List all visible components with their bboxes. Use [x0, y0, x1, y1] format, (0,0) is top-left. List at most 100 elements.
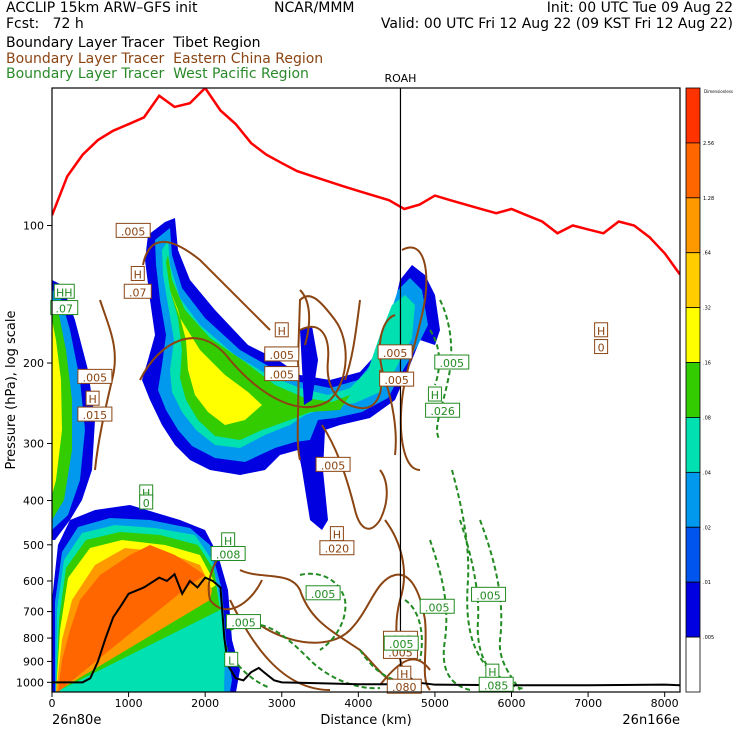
contour-label-box-14 — [379, 371, 415, 387]
colorbar-swatch-6 — [685, 417, 701, 473]
x-tick-label-7: 7000 — [574, 697, 602, 710]
colorbar-title: Dimensionless — [704, 89, 733, 94]
contour-label-29: .005 — [311, 588, 336, 601]
contour-label-box-15 — [377, 344, 413, 360]
contour-label-23: H — [431, 389, 439, 402]
contour-label-30: .005 — [425, 601, 450, 614]
contour-label-3: HH — [56, 286, 73, 299]
green-contour-3 — [451, 469, 526, 690]
brown-contour-3 — [142, 240, 271, 331]
brown-contour-11 — [259, 573, 431, 691]
x-tick-label-6: 6000 — [498, 697, 526, 710]
colorbar-swatch-3 — [685, 252, 701, 309]
contour-label-box-13 — [319, 540, 355, 556]
contour-label-box-19 — [386, 678, 422, 694]
y-tick-label-4: 500 — [23, 539, 44, 552]
x-tick-label-3: 3000 — [268, 697, 296, 710]
contour-label-9: .005 — [270, 349, 295, 362]
y-tick-label-0: 100 — [23, 220, 44, 233]
contour-label-box-9 — [264, 346, 300, 362]
contour-label-6: H — [88, 393, 96, 406]
contour-label-box-28 — [210, 545, 246, 561]
contour-label-box-6 — [85, 390, 100, 406]
contour-label-box-29 — [305, 585, 341, 601]
plot-frame — [51, 87, 681, 693]
colorbar-level-9: .005 — [703, 635, 714, 641]
y-tick-label-5: 600 — [23, 575, 44, 588]
brown-contour-12 — [384, 519, 411, 691]
tracer-fill-west-yellow — [52, 320, 62, 495]
contour-label-36: .085 — [484, 679, 509, 692]
contour-label-box-2 — [123, 283, 152, 299]
contour-label-box-8 — [274, 322, 289, 338]
contour-label-15: .005 — [383, 347, 408, 360]
colorbar-level-8: .01 — [703, 580, 711, 586]
contour-label-34: L — [228, 654, 235, 667]
contour-label-box-34 — [224, 651, 239, 667]
green-contour-1 — [436, 299, 453, 441]
legend-west-pacific: Boundary Layer Tracer West Pacific Regio… — [6, 66, 309, 82]
colorbar-swatch-2 — [685, 197, 701, 254]
contour-label-box-21 — [594, 339, 609, 355]
green-contour-7 — [229, 623, 381, 690]
contour-label-box-1 — [130, 265, 145, 281]
contour-label-box-22 — [434, 354, 470, 370]
green-contour-9 — [224, 644, 271, 689]
contour-label-21: 0 — [598, 342, 605, 355]
contour-label-box-31 — [471, 586, 507, 602]
colorbar-level-4: .16 — [703, 361, 711, 367]
center-label: NCAR/MMM — [274, 0, 355, 16]
contour-label-box-24 — [425, 402, 461, 418]
brown-contour-15 — [344, 299, 361, 381]
contour-label-8: H — [278, 325, 286, 338]
contour-label-box-32 — [225, 614, 261, 630]
colorbar-swatch-9 — [685, 581, 701, 638]
x-axis-label: Distance (km) — [320, 713, 411, 728]
contour-label-box-11 — [315, 456, 351, 472]
contour-label-0: .005 — [121, 225, 146, 238]
contour-label-35: H — [488, 666, 496, 679]
model-title: ACCLIP 15km ARW–GFS init — [6, 0, 198, 16]
colorbar: Dimensionless 2.56 1.28 .64 .32 .16 .08 .04 .02… — [685, 87, 733, 693]
x-tick-label-2: 2000 — [191, 697, 219, 710]
brown-contour-2 — [94, 299, 116, 471]
contour-label-box-26 — [139, 494, 154, 510]
brown-contour-13 — [379, 658, 431, 686]
green-contour-6 — [404, 599, 423, 661]
contour-label-32: .005 — [231, 617, 256, 630]
contour-label-28: .008 — [216, 548, 241, 561]
contour-label-33: .005 — [389, 638, 414, 651]
tracer-fill-column-blue — [300, 326, 318, 405]
brown-contour-9 — [229, 599, 331, 691]
colorbar-level-5: .08 — [703, 415, 711, 421]
colorbar-swatch-5 — [685, 362, 701, 418]
legend-tibet: Boundary Layer Tracer Tibet Region — [6, 35, 261, 51]
y-tick-label-9: 1000 — [16, 676, 44, 689]
contour-label-box-23 — [427, 386, 442, 402]
contour-label-box-36 — [478, 676, 514, 692]
contour-label-box-0 — [115, 222, 151, 238]
tropopause-line — [52, 88, 680, 276]
contour-label-14: .005 — [384, 374, 409, 387]
contour-label-1: H — [134, 268, 142, 281]
contour-label-20: H — [597, 325, 605, 338]
contour-label-12: H — [333, 529, 341, 542]
y-tick-label-3: 400 — [23, 495, 44, 508]
y-tick-label-7: 800 — [23, 632, 44, 645]
contour-label-5: .005 — [83, 371, 108, 384]
colorbar-level-3: .32 — [703, 306, 711, 312]
brown-contour-7 — [321, 424, 388, 530]
brown-contour-14 — [299, 289, 311, 346]
x-tick-label-1: 1000 — [115, 697, 143, 710]
colorbar-level-7: .02 — [703, 525, 711, 531]
contour-label-24: .026 — [430, 405, 455, 418]
contour-label-box-3 — [53, 283, 75, 299]
green-contour-5 — [429, 539, 471, 691]
contour-label-22: .005 — [440, 357, 465, 370]
green-contour-10 — [479, 519, 521, 691]
y-axis-label: Pressure (hPa), log scale — [4, 311, 19, 470]
contour-label-box-20 — [594, 322, 609, 338]
tracer-fill-bl-deeporange — [58, 545, 205, 692]
contour-label-box-10 — [264, 366, 300, 382]
contour-label-7: .015 — [83, 409, 108, 422]
